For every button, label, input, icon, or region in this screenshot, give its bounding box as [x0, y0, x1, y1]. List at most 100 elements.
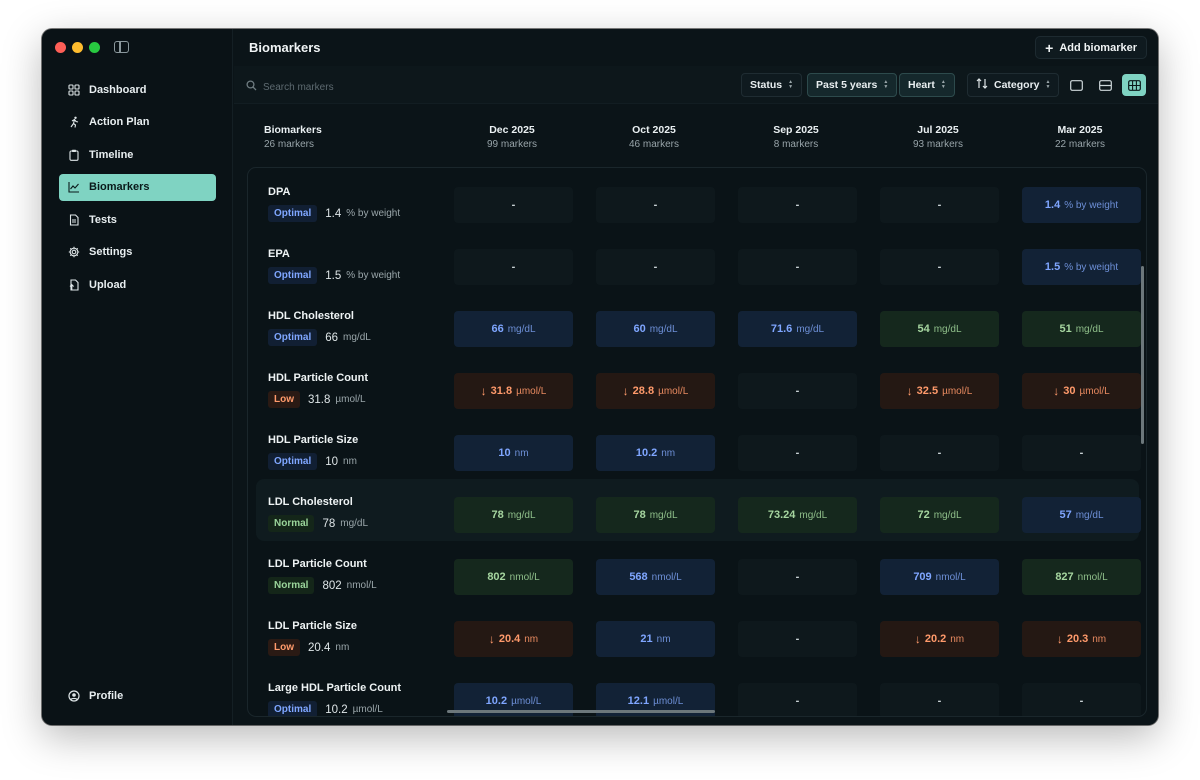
reading-cell[interactable]: 709 nmol/L	[880, 559, 999, 595]
reading-cell[interactable]: ↓ 32.5 µmol/L	[880, 373, 999, 409]
reading-cell[interactable]: ↓ 20.3 nm	[1022, 621, 1141, 657]
empty-reading-cell[interactable]: -	[738, 187, 857, 223]
empty-reading-cell[interactable]: -	[738, 559, 857, 595]
empty-reading-cell[interactable]: -	[880, 435, 999, 471]
sidebar-item-timeline[interactable]: Timeline	[59, 141, 216, 168]
empty-reading-cell[interactable]: -	[880, 683, 999, 716]
period-filter[interactable]: Past 5 years ▲ ▼	[807, 73, 898, 97]
reading-cell[interactable]: 73.24 mg/dL	[738, 497, 857, 533]
reading-cell[interactable]: 60 mg/dL	[596, 311, 715, 347]
close-window-button[interactable]	[55, 42, 66, 53]
latest-unit: mg/dL	[340, 518, 369, 529]
reading-cell[interactable]: ↓ 28.8 µmol/L	[596, 373, 715, 409]
sidebar-item-profile[interactable]: Profile	[59, 682, 216, 709]
reading-cell[interactable]: 10.2 nm	[596, 435, 715, 471]
single-view-button[interactable]	[1064, 74, 1088, 96]
empty-reading-cell[interactable]: -	[1022, 683, 1141, 716]
sidebar-item-settings[interactable]: Settings	[59, 239, 216, 266]
sidebar-toggle-icon[interactable]	[114, 41, 129, 53]
category-sort[interactable]: Category ▲ ▼	[967, 73, 1060, 97]
table-row[interactable]: DPA Optimal 1.4% by weight - - - -1.4% by weig…	[248, 169, 1146, 231]
biomarker-latest: Normal 78 mg/dL	[268, 515, 368, 532]
reading-unit: nm	[1092, 633, 1107, 645]
reading-cell[interactable]: ↓ 20.2 nm	[880, 621, 999, 657]
date-column-header[interactable]: Oct 2025 46 markers	[594, 124, 714, 150]
biomarker-table: Large HDL Particle Count Optimal 10.2 µmol/…	[247, 167, 1147, 717]
single-panel-icon	[1069, 79, 1083, 91]
reading-cell[interactable]: ↓ 30 µmol/L	[1022, 373, 1141, 409]
chevron-updown-icon: ▲ ▼	[940, 79, 946, 90]
sidebar-item-upload[interactable]: Upload	[59, 271, 216, 298]
status-filter-label: Status	[750, 79, 783, 91]
reading-cell[interactable]: 54 mg/dL	[880, 311, 999, 347]
reading-value: 10.2	[485, 695, 508, 707]
reading-value: -	[795, 633, 800, 645]
search-input[interactable]	[263, 81, 463, 93]
table-row[interactable]: LDL Cholesterol Normal 78 mg/dL 78 mg/dL 78 mg/…	[256, 479, 1141, 541]
empty-reading-cell[interactable]: -	[454, 249, 573, 285]
reading-cell[interactable]: 568 nmol/L	[596, 559, 715, 595]
horizontal-scrollbar[interactable]	[447, 710, 715, 713]
biomarker-latest: Optimal 1.4 % by weight	[268, 205, 400, 222]
empty-reading-cell[interactable]: -	[596, 187, 715, 223]
empty-reading-cell[interactable]: -	[880, 187, 999, 223]
empty-reading-cell[interactable]: -	[880, 249, 999, 285]
biomarker-latest: Optimal 1.5 % by weight	[268, 267, 400, 284]
reading-cell[interactable]: 66 mg/dL	[454, 311, 573, 347]
grid-view-button[interactable]	[1122, 74, 1146, 96]
date-column-header[interactable]: Sep 2025 8 markers	[736, 124, 856, 150]
table-row[interactable]: LDL Particle Count Normal 802 nmol/L 802 nmol…	[248, 541, 1146, 603]
reading-cell[interactable]: 827 nmol/L	[1022, 559, 1141, 595]
empty-reading-cell[interactable]: -	[738, 621, 857, 657]
empty-reading-cell[interactable]: -	[596, 249, 715, 285]
organ-filter[interactable]: Heart ▲ ▼	[899, 73, 955, 97]
date-column-header[interactable]: Jul 2025 93 markers	[878, 124, 998, 150]
empty-reading-cell[interactable]: -	[738, 435, 857, 471]
reading-cell[interactable]: 78 mg/dL	[596, 497, 715, 533]
reading-cell[interactable]: 78 mg/dL	[454, 497, 573, 533]
reading-cell[interactable]: 1.4% by weight	[1022, 187, 1141, 223]
table-row[interactable]: LDL Particle Size Low 20.4 nm ↓ 20.4 nm 21 nm - ↓ 2…	[248, 603, 1146, 665]
reading-cell[interactable]: 1.5% by weight	[1022, 249, 1141, 285]
minimize-window-button[interactable]	[72, 42, 83, 53]
reading-unit: µmol/L	[653, 695, 684, 707]
table-row[interactable]: HDL Cholesterol Optimal 66 mg/dL 66 mg/dL 60 mg…	[248, 293, 1146, 355]
table-row[interactable]: HDL Particle Size Optimal 10 nm 10 nm 10.2 nm - -…	[248, 417, 1146, 479]
reading-unit: nm	[661, 447, 676, 459]
table-row[interactable]: EPA Optimal 1.5% by weight - - - -1.5% by weig…	[248, 231, 1146, 293]
reading-unit: nmol/L	[935, 571, 966, 583]
reading-cell[interactable]: ↓ 20.4 nm	[454, 621, 573, 657]
vertical-scrollbar[interactable]	[1141, 266, 1144, 444]
empty-reading-cell[interactable]: -	[738, 249, 857, 285]
reading-cell[interactable]: 802 nmol/L	[454, 559, 573, 595]
date-column-header[interactable]: Dec 2025 99 markers	[452, 124, 572, 150]
reading-unit: mg/dL	[1075, 323, 1104, 335]
sidebar-item-tests[interactable]: Tests	[59, 206, 216, 233]
latest-value: 20.4	[308, 641, 331, 654]
empty-reading-cell[interactable]: -	[1022, 435, 1141, 471]
reading-unit: nm	[524, 633, 539, 645]
empty-reading-cell[interactable]: -	[454, 187, 573, 223]
zoom-window-button[interactable]	[89, 42, 100, 53]
empty-reading-cell[interactable]: -	[738, 683, 857, 716]
reading-cell[interactable]: 10 nm	[454, 435, 573, 471]
status-filter[interactable]: Status ▲ ▼	[741, 73, 803, 97]
empty-reading-cell[interactable]: -	[738, 373, 857, 409]
reading-value: 20.2	[924, 633, 947, 645]
add-biomarker-button[interactable]: + Add biomarker	[1035, 36, 1147, 59]
reading-cell[interactable]: 71.6 mg/dL	[738, 311, 857, 347]
reading-value: 1.5	[1044, 261, 1061, 273]
latest-value: 10	[325, 455, 339, 468]
sidebar-item-action-plan[interactable]: Action Plan	[59, 109, 216, 136]
reading-cell[interactable]: 72 mg/dL	[880, 497, 999, 533]
sidebar-item-dashboard[interactable]: Dashboard	[59, 76, 216, 103]
reading-cell[interactable]: 57 mg/dL	[1022, 497, 1141, 533]
reading-cell[interactable]: 21 nm	[596, 621, 715, 657]
date-column-header[interactable]: Mar 2025 22 markers	[1020, 124, 1140, 150]
sidebar-item-label: Tests	[89, 213, 117, 226]
list-view-button[interactable]	[1093, 74, 1117, 96]
reading-cell[interactable]: 51 mg/dL	[1022, 311, 1141, 347]
sidebar-item-biomarkers[interactable]: Biomarkers	[59, 173, 216, 201]
reading-cell[interactable]: ↓ 31.8 µmol/L	[454, 373, 573, 409]
table-row[interactable]: HDL Particle Count Low 31.8 µmol/L ↓ 31.8 µmol…	[248, 355, 1146, 417]
